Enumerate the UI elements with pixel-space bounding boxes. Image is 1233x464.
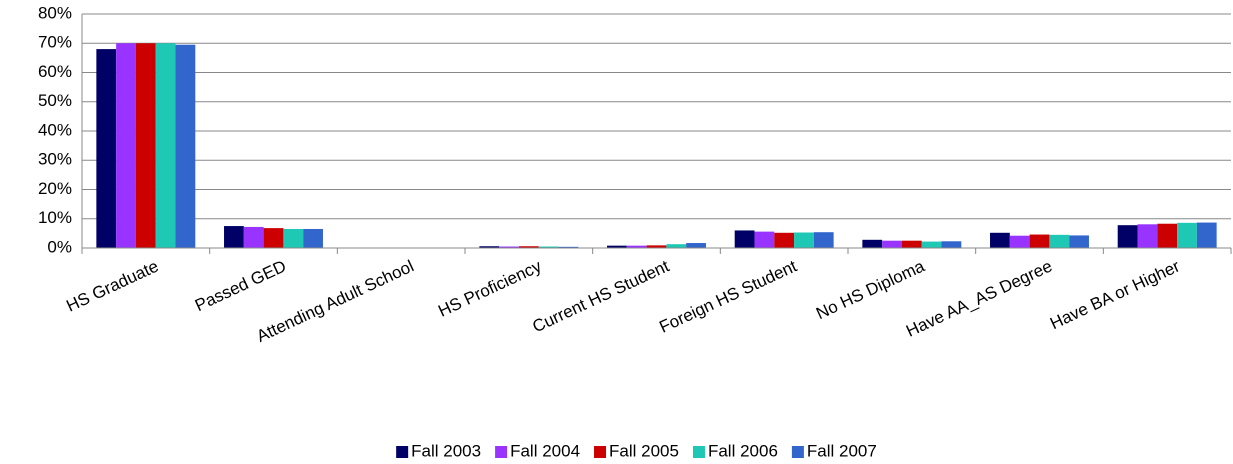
legend-label: Fall 2007 <box>807 441 877 460</box>
bar <box>1177 222 1197 248</box>
bar <box>862 239 883 248</box>
bar <box>1157 223 1178 248</box>
bar <box>941 241 962 248</box>
y-tick-label: 30% <box>38 150 72 169</box>
legend-label: Fall 2004 <box>510 441 580 460</box>
bar <box>882 240 902 248</box>
legend-swatch <box>791 446 804 458</box>
x-tick-label: HS Proficiency <box>435 256 545 321</box>
bar <box>754 231 775 248</box>
bar <box>990 232 1010 248</box>
bar <box>1009 235 1030 248</box>
bar <box>135 43 156 248</box>
x-tick-label: Current HS Student <box>530 256 673 336</box>
y-tick-label: 20% <box>38 179 72 198</box>
y-tick-label: 70% <box>38 33 72 52</box>
bar <box>646 245 667 248</box>
bar <box>626 245 647 248</box>
legend-label: Fall 2003 <box>411 441 481 460</box>
y-tick-label: 10% <box>38 208 72 227</box>
bar <box>224 226 244 248</box>
bar <box>921 241 942 248</box>
y-tick-label: 40% <box>38 120 72 139</box>
bar <box>734 230 755 248</box>
bar <box>813 232 834 248</box>
bar <box>479 246 500 248</box>
bar <box>558 246 579 248</box>
legend-swatch <box>594 446 607 458</box>
bar <box>1069 235 1089 248</box>
legend-swatch <box>692 446 705 458</box>
legend-label: Fall 2006 <box>708 441 778 460</box>
x-tick-label: Passed GED <box>192 256 289 315</box>
y-tick-label: 60% <box>38 62 72 81</box>
y-tick-label: 80% <box>38 3 72 22</box>
y-tick-label: 50% <box>38 91 72 110</box>
y-tick-label: 0% <box>47 237 72 256</box>
x-tick-label: Foreign HS Student <box>656 256 800 336</box>
bar <box>686 243 706 248</box>
bar <box>774 232 795 248</box>
bar <box>794 232 814 248</box>
bar <box>1049 234 1070 248</box>
bar <box>175 44 196 249</box>
legend: Fall 2003 Fall 2004 Fall 2005 Fall 2006 Fall… <box>396 441 877 460</box>
bar <box>666 244 687 248</box>
bar <box>538 246 559 248</box>
bar <box>499 246 519 248</box>
bar <box>607 245 627 248</box>
x-tick-label: HS Graduate <box>63 256 161 315</box>
bar <box>518 246 539 248</box>
bar <box>901 240 922 248</box>
legend-swatch <box>495 446 508 458</box>
bar <box>243 226 264 248</box>
bar <box>1196 222 1217 248</box>
bar <box>303 228 323 248</box>
legend-label: Fall 2005 <box>609 441 679 460</box>
bar <box>283 228 304 248</box>
bar <box>116 43 136 248</box>
bar <box>1137 224 1158 248</box>
bar <box>263 228 284 248</box>
bar <box>155 43 176 248</box>
bar <box>1117 225 1138 248</box>
bar <box>96 49 117 248</box>
bar <box>1029 234 1050 248</box>
x-tick-label: Have BA or Higher <box>1047 256 1183 333</box>
legend-swatch <box>396 446 409 458</box>
x-tick-label: No HS Diploma <box>813 256 928 323</box>
x-tick-label: Have AA_AS Degree <box>903 256 1055 340</box>
